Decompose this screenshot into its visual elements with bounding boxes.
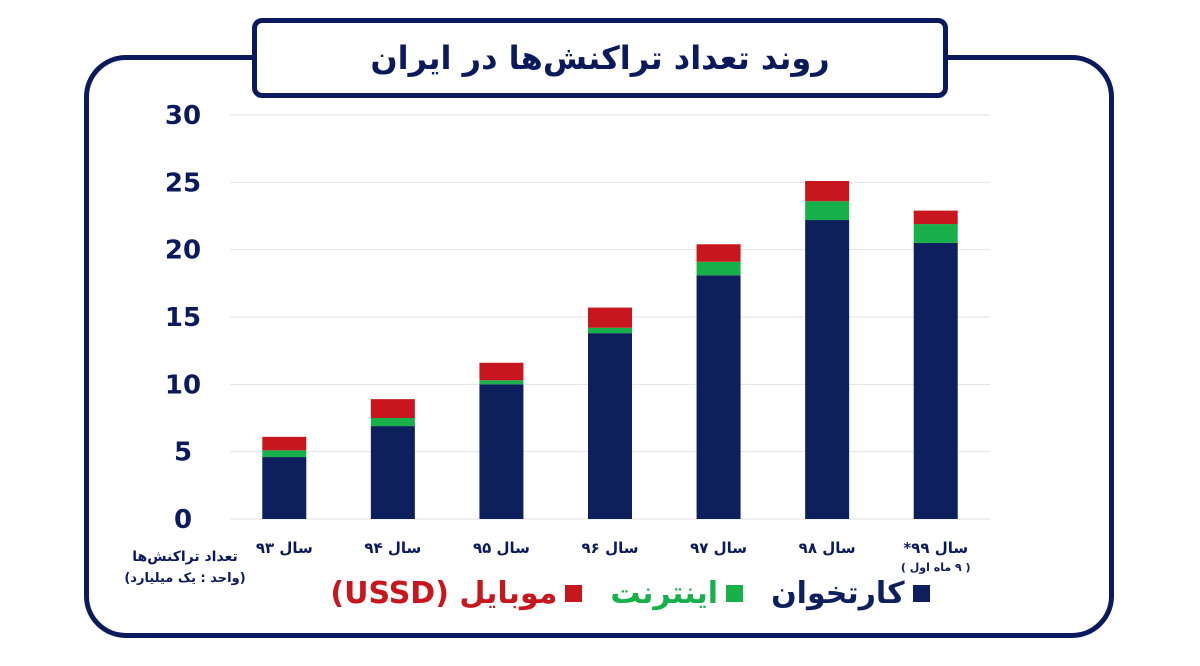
x-tick-label: سال ۹۷	[690, 539, 747, 557]
bar-segment	[696, 244, 741, 262]
y-axis-title: تعداد تراکنش‌ها (واحد : یک میلیارد)	[110, 547, 260, 589]
x-axis-ticks: سال ۹۳ سال ۹۴ سال ۹۵ سال ۹۶ سال ۹۷ سال ۹۸ سال …	[256, 539, 971, 574]
bar-segment	[913, 242, 958, 519]
x-tick-label: سال ۹۳	[256, 539, 313, 557]
y-tick-label: 20	[165, 236, 201, 266]
bar-segment	[805, 220, 850, 520]
bar-segment	[805, 180, 850, 202]
y-tick-label: 30	[165, 101, 201, 131]
bar-segment	[588, 307, 632, 328]
bar-segment	[805, 201, 850, 221]
y-axis-ticks: 0 5 10 15 20 25 30	[165, 101, 201, 535]
bar-segment	[262, 436, 307, 451]
legend-label: موبایل (USSD)	[330, 575, 558, 611]
legend-label: اینترنت	[610, 575, 719, 611]
bar-segment	[696, 275, 741, 519]
legend-swatch	[726, 584, 744, 602]
bar-segment	[588, 327, 632, 334]
legend-item: کارتخوان	[771, 576, 930, 611]
x-tick-note: ( ۹ ماه اول )	[901, 561, 971, 574]
title-box: روند تعداد تراکنش‌ها در ایران	[252, 18, 948, 98]
legend-item: اینترنت	[610, 575, 744, 611]
x-tick-label: سال ۹۹*	[903, 539, 968, 557]
bars	[262, 180, 958, 520]
bar-segment	[370, 399, 415, 418]
x-tick-label: سال ۹۴	[364, 539, 421, 557]
bar-segment	[262, 457, 307, 519]
y-tick-label: 25	[165, 168, 201, 198]
bar-segment	[479, 380, 524, 385]
bar-segment	[913, 224, 958, 243]
bar-segment	[479, 384, 524, 519]
y-tick-label: 5	[174, 438, 192, 468]
legend-swatch	[912, 584, 930, 602]
y-tick-label: 0	[174, 505, 192, 535]
x-tick-label: سال ۹۸	[799, 539, 856, 557]
y-tick-label: 15	[165, 303, 201, 333]
y-tick-label: 10	[165, 370, 201, 400]
chart-title: روند تعداد تراکنش‌ها در ایران	[370, 39, 830, 77]
bar-segment	[696, 261, 741, 276]
bar-segment	[370, 426, 415, 519]
bar-segment	[913, 210, 958, 225]
x-tick-label: سال ۹۶	[582, 539, 639, 557]
bar-segment	[370, 418, 415, 427]
bar-segment	[588, 333, 632, 519]
legend-label: کارتخوان	[771, 575, 905, 611]
legend-swatch	[565, 584, 583, 602]
y-axis-title-text: تعداد تراکنش‌ها	[132, 549, 238, 565]
x-tick-label: سال ۹۵	[473, 539, 530, 557]
legend: کارتخوان اینترنت موبایل (USSD)	[330, 570, 930, 616]
bar-segment	[262, 450, 307, 458]
bar-segment	[479, 362, 524, 381]
legend-item: موبایل (USSD)	[330, 575, 583, 611]
y-axis-unit: (واحد : یک میلیارد)	[124, 571, 246, 586]
